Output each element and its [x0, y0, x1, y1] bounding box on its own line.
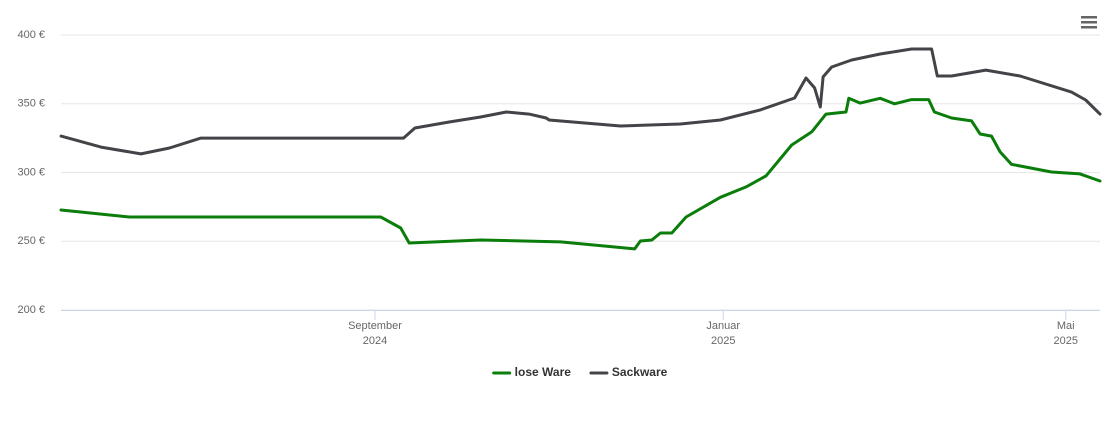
series-line — [59, 96, 1102, 251]
menu-bar — [1081, 16, 1097, 19]
series-line — [59, 47, 1102, 156]
menu-bar — [1081, 26, 1097, 29]
y-tick-label: 350 € — [17, 98, 45, 110]
y-tick-label: 400 € — [17, 29, 45, 41]
menu-button[interactable] — [1081, 15, 1097, 29]
y-tick-label: 300 € — [17, 166, 45, 178]
legend-item: Sackware — [589, 365, 668, 379]
legend: lose Ware Sackware — [492, 365, 668, 379]
y-tick-label: 200 € — [17, 304, 45, 316]
legend-label: lose Ware — [515, 365, 572, 379]
x-tick-label: Mai 2025 — [1054, 320, 1078, 347]
legend-item: lose Ware — [492, 365, 572, 379]
x-tick-label: September 2024 — [348, 320, 402, 347]
y-tick-label: 250 € — [17, 235, 45, 247]
legend-label: Sackware — [612, 365, 668, 379]
menu-bar — [1081, 21, 1097, 24]
x-tick-label: Januar 2025 — [706, 320, 740, 347]
